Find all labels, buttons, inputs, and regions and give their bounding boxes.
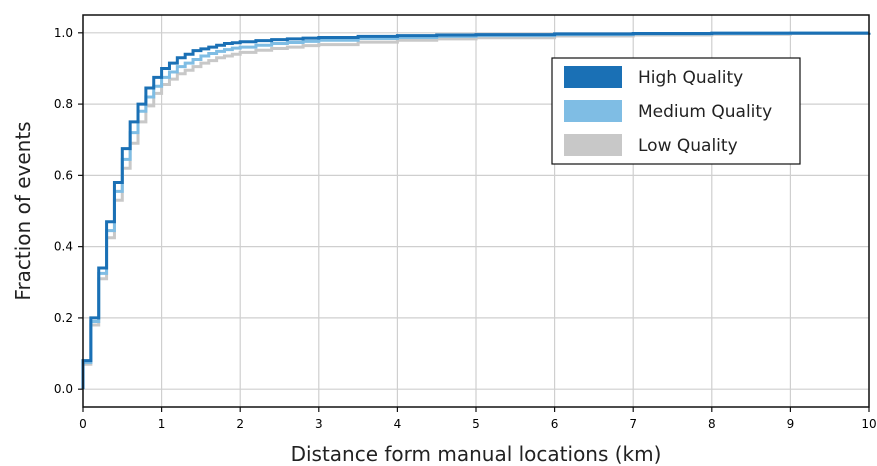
x-tick-label: 6 bbox=[551, 417, 559, 431]
legend-swatch bbox=[564, 66, 622, 88]
y-tick-label: 0.8 bbox=[54, 97, 73, 111]
x-tick-label: 2 bbox=[236, 417, 244, 431]
legend-label: High Quality bbox=[638, 68, 743, 88]
x-tick-label: 3 bbox=[315, 417, 323, 431]
x-tick-label: 9 bbox=[787, 417, 795, 431]
y-tick-label: 0.6 bbox=[54, 168, 73, 182]
x-tick-label: 5 bbox=[472, 417, 480, 431]
legend-label: Medium Quality bbox=[638, 102, 772, 122]
y-axis-title: Fraction of events bbox=[11, 121, 35, 300]
x-tick-label: 4 bbox=[394, 417, 402, 431]
y-tick-label: 0.4 bbox=[54, 240, 73, 254]
y-tick-label: 0.0 bbox=[54, 382, 73, 396]
legend-swatch bbox=[564, 134, 622, 156]
x-tick-label: 10 bbox=[861, 417, 876, 431]
x-tick-label: 7 bbox=[629, 417, 637, 431]
series-line-high-quality bbox=[81, 31, 871, 390]
legend-label: Low Quality bbox=[638, 136, 738, 156]
x-tick-label: 8 bbox=[708, 417, 716, 431]
y-tick-label: 1.0 bbox=[54, 26, 73, 40]
x-tick-label: 1 bbox=[158, 417, 166, 431]
x-tick-label: 0 bbox=[79, 417, 87, 431]
legend: High Quality Medium Quality Low Quality bbox=[551, 57, 801, 165]
series-line-low-quality bbox=[81, 32, 871, 390]
legend-swatch bbox=[564, 100, 622, 122]
x-axis-title: Distance form manual locations (km) bbox=[291, 442, 662, 466]
y-tick-label: 0.2 bbox=[54, 311, 73, 325]
axis-ticks: 0 1 2 3 4 5 6 7 8 9 10 0.0 0.2 0.4 0.6 0.8 1.0 bbox=[54, 26, 877, 431]
series-lines bbox=[81, 31, 871, 390]
